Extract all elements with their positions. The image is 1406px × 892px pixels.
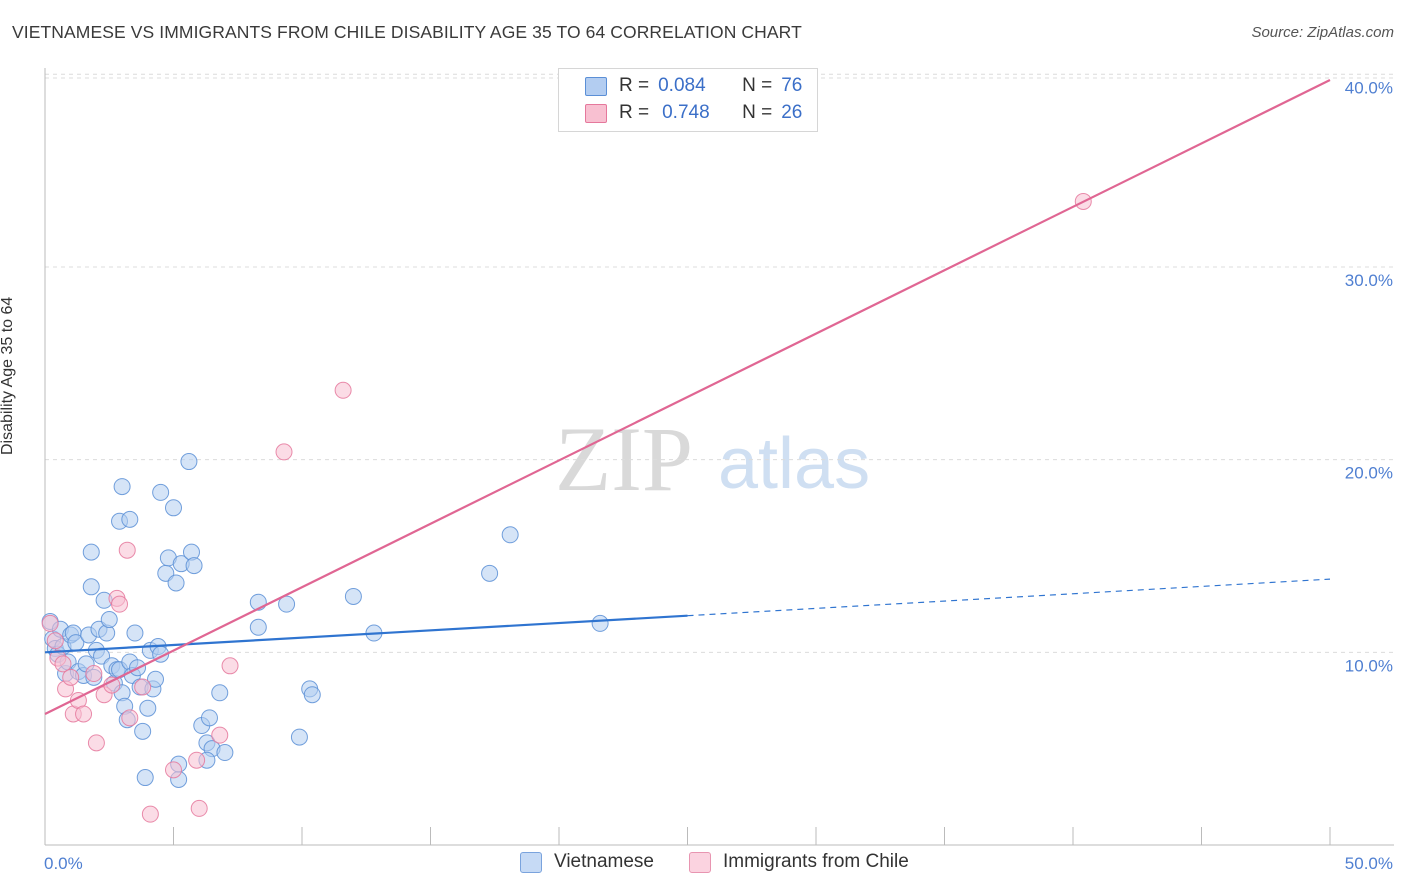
series-swatch-chile	[689, 851, 711, 873]
point-vietnamese	[278, 595, 296, 613]
legend-row-chile: R = 0.748 N = 26	[585, 102, 802, 124]
point-vietnamese	[121, 510, 139, 528]
y-tick-label: 40.0%	[1345, 78, 1393, 97]
watermark-zip: ZIP	[555, 408, 693, 510]
point-chile	[188, 751, 206, 769]
point-chile	[165, 761, 182, 779]
point-vietnamese	[134, 722, 152, 740]
legend-row-vietnamese: R = 0.084 N = 76	[585, 75, 802, 97]
x-tick-label-max: 50.0%	[1345, 854, 1393, 873]
trend-lines	[44, 79, 1331, 715]
point-vietnamese	[249, 618, 267, 636]
point-vietnamese	[167, 574, 185, 592]
legend-r-value-vietnamese: 0.084	[658, 75, 706, 96]
point-chile	[118, 541, 136, 559]
legend-swatch-chile	[585, 103, 607, 123]
gridlines	[45, 73, 1394, 653]
point-vietnamese	[136, 769, 154, 787]
point-vietnamese	[290, 728, 308, 746]
trend-line-vietnamese-extension	[687, 578, 1331, 617]
watermark-atlas: atlas	[718, 424, 870, 504]
point-chile	[75, 705, 93, 723]
point-chile	[62, 668, 80, 686]
series-legend: Vietnamese Immigrants from Chile	[0, 851, 1406, 877]
point-chile	[46, 632, 64, 650]
trend-line-vietnamese	[44, 614, 688, 654]
point-vietnamese	[185, 557, 203, 575]
point-vietnamese	[82, 543, 100, 561]
axes	[44, 68, 1394, 846]
trend-line-chile	[44, 79, 1331, 715]
tick-labels: 10.0% 20.0% 30.0% 40.0% 0.0% 50.0%	[44, 78, 1393, 873]
point-chile	[275, 443, 293, 461]
point-vietnamese	[344, 587, 362, 605]
point-vietnamese	[126, 624, 144, 642]
series-name-vietnamese: Vietnamese	[554, 851, 654, 872]
point-vietnamese	[591, 614, 609, 632]
point-chile	[190, 799, 208, 817]
point-vietnamese	[165, 499, 182, 517]
series-legend-vietnamese[interactable]: Vietnamese	[520, 851, 654, 873]
point-vietnamese	[481, 564, 499, 582]
point-chile	[221, 657, 239, 675]
point-vietnamese	[139, 699, 157, 717]
point-chile	[121, 709, 139, 727]
y-tick-label: 10.0%	[1345, 656, 1393, 675]
legend-r-value-chile: 0.748	[662, 102, 710, 123]
correlation-legend: R = 0.084 N = 76 R = 0.748 N = 26	[558, 68, 818, 132]
series-swatch-vietnamese	[520, 851, 542, 873]
point-chile	[85, 665, 103, 683]
series-legend-chile[interactable]: Immigrants from Chile	[689, 851, 909, 873]
x-tick-label-min: 0.0%	[44, 854, 83, 873]
legend-swatch-vietnamese	[585, 76, 607, 96]
point-chile	[134, 678, 152, 696]
point-chile	[41, 614, 59, 632]
legend-r-label: R =	[619, 75, 650, 96]
point-vietnamese	[180, 453, 198, 471]
point-vietnamese	[303, 686, 321, 704]
point-vietnamese	[152, 483, 170, 501]
chart-title: VIETNAMESE VS IMMIGRANTS FROM CHILE DISA…	[12, 22, 802, 42]
point-chile	[111, 595, 129, 613]
point-chile	[211, 726, 229, 744]
source-label: Source: ZipAtlas.com	[1251, 24, 1394, 41]
series-name-chile: Immigrants from Chile	[723, 851, 909, 872]
point-chile	[54, 655, 72, 673]
point-chile	[87, 734, 105, 752]
point-vietnamese	[100, 611, 118, 629]
legend-n-label: N =	[742, 102, 773, 123]
point-vietnamese	[147, 670, 165, 688]
legend-r-label: R =	[619, 102, 650, 123]
series-vietnamese	[41, 453, 609, 788]
point-vietnamese	[113, 478, 131, 496]
point-vietnamese	[216, 744, 234, 762]
legend-n-value-vietnamese: 76	[781, 75, 803, 96]
legend-n-label: N =	[742, 75, 773, 96]
y-tick-label: 30.0%	[1345, 271, 1393, 290]
point-vietnamese	[211, 684, 229, 702]
watermark: ZIP atlas	[555, 408, 870, 510]
point-chile	[141, 805, 159, 823]
y-tick-label: 20.0%	[1345, 464, 1393, 483]
point-vietnamese	[82, 578, 100, 596]
point-chile	[334, 381, 352, 399]
legend-n-value-chile: 26	[781, 102, 803, 123]
point-vietnamese	[200, 709, 218, 727]
point-vietnamese	[501, 526, 519, 544]
